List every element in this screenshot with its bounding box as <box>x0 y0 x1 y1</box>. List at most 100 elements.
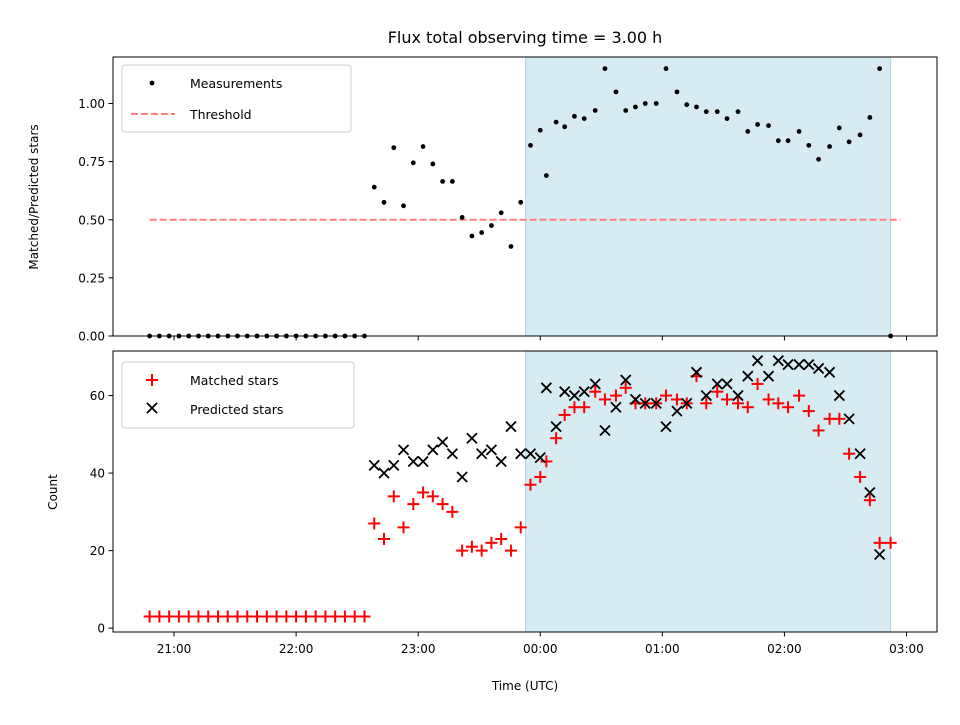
measurement-point <box>745 129 751 134</box>
measurement-point <box>508 244 514 249</box>
measurement-point <box>674 89 680 95</box>
matched-star-point <box>732 397 745 410</box>
matched-star-point <box>659 389 672 402</box>
ratio-legend: Measurements Threshold <box>121 64 352 133</box>
measurement-point <box>592 108 598 113</box>
matched-star-point <box>589 385 602 398</box>
matched-star-point <box>833 412 846 425</box>
predicted-star-point <box>803 358 815 371</box>
ratio-y-tick-label: 1.00 <box>78 97 105 111</box>
predicted-star-point <box>568 389 581 402</box>
measurement-point <box>684 102 690 108</box>
predicted-star-point <box>540 382 552 394</box>
predicted-star-point <box>524 448 537 460</box>
matched-star-point <box>524 478 537 491</box>
matched-star-point <box>550 432 563 445</box>
predicted-star-point <box>700 389 712 402</box>
matched-star-point <box>387 490 400 503</box>
count-panel: 21:00 22:00 23:00 00:00 01:00 02:00 03:00 0 20 40… <box>46 350 938 693</box>
measurement-point <box>489 223 494 228</box>
matched-star-point <box>456 544 469 557</box>
measurement-point <box>459 215 465 220</box>
predicted-star-point <box>864 486 876 499</box>
x-tick-label: 00:00 <box>523 642 558 656</box>
measurement-point <box>857 132 863 138</box>
predicted-star-point <box>772 355 784 367</box>
predicted-star-point <box>368 459 380 471</box>
ratio-span-rect <box>525 56 892 337</box>
count-plot-frame <box>112 350 938 633</box>
x-tick-label: 23:00 <box>401 642 436 656</box>
measurement-point <box>724 116 730 122</box>
measurement-point <box>430 161 436 167</box>
measurement-point <box>518 199 524 205</box>
measurement-point <box>653 101 659 106</box>
matched-star-point <box>873 536 886 549</box>
matched-star-point <box>793 389 806 402</box>
predicted-star-point <box>873 548 886 561</box>
matched-star-point <box>495 532 508 545</box>
measurement-point <box>401 203 406 209</box>
matched-star-point <box>884 536 897 549</box>
predicted-star-point <box>534 451 546 464</box>
ratio-panel: 0.00 0.25 0.50 0.75 1.00 Matched/Predicted s… <box>27 56 938 344</box>
matched-star-point <box>465 540 478 553</box>
count-legend: Matched stars Predicted stars <box>121 361 355 429</box>
measurement-point <box>827 144 832 149</box>
legend-measurements-label: Measurements <box>190 76 282 91</box>
measurement-point <box>479 230 485 235</box>
measurement-point <box>371 184 377 190</box>
predicted-star-point <box>629 393 642 406</box>
predicted-star-point <box>466 432 478 444</box>
matched-star-point <box>417 486 430 499</box>
x-tick-label: 21:00 <box>157 642 192 656</box>
predicted-star-point <box>427 444 439 456</box>
matched-star-point <box>378 532 391 545</box>
matched-star-point <box>762 393 775 406</box>
x-tick-label: 02:00 <box>767 642 802 656</box>
matched-star-point <box>843 447 856 460</box>
matched-star-point <box>485 536 498 549</box>
matched-star-point <box>426 490 439 503</box>
predicted-star-point <box>456 471 468 483</box>
predicted-star-point <box>812 362 825 375</box>
measurement-point <box>613 89 619 95</box>
predicted-star-point <box>495 455 507 468</box>
matched-star-point <box>368 517 381 530</box>
measurement-point <box>440 178 445 184</box>
measurement-point <box>543 173 549 178</box>
count-y-tick-label: 60 <box>90 389 105 403</box>
matched-star-point <box>446 505 459 518</box>
measurement-point <box>694 104 699 110</box>
count-y-tick-label: 40 <box>90 467 105 481</box>
predicted-star-point <box>660 420 672 433</box>
predicted-star-point <box>650 397 662 409</box>
measurement-point <box>469 233 475 239</box>
predicted-star-point <box>793 358 805 371</box>
predicted-star-point <box>505 420 517 433</box>
matched-star-point <box>397 521 410 534</box>
matched-star-point <box>854 470 867 483</box>
measurement-point <box>703 109 709 115</box>
predicted-star-point <box>854 448 866 460</box>
predicted-star-point <box>671 405 683 417</box>
legend-measurements-marker <box>149 80 155 86</box>
matched-star-point <box>863 494 876 507</box>
predicted-star-point <box>721 378 733 390</box>
measurement-point <box>642 101 648 106</box>
predicted-star-point <box>589 378 601 390</box>
predicted-star-point <box>639 397 651 409</box>
matched-star-point <box>670 393 683 406</box>
predicted-star-point <box>610 401 622 413</box>
ratio-y-tick-label: 0.00 <box>78 330 105 344</box>
matched-star-point <box>711 385 724 398</box>
measurement-point <box>562 124 568 130</box>
measurement-point <box>572 113 577 119</box>
predicted-star-point <box>751 355 764 367</box>
measurement-point <box>816 156 821 162</box>
predicted-star-point <box>407 455 419 468</box>
ratio-y-tick-label: 0.25 <box>78 271 105 285</box>
matched-star-point <box>700 397 713 410</box>
